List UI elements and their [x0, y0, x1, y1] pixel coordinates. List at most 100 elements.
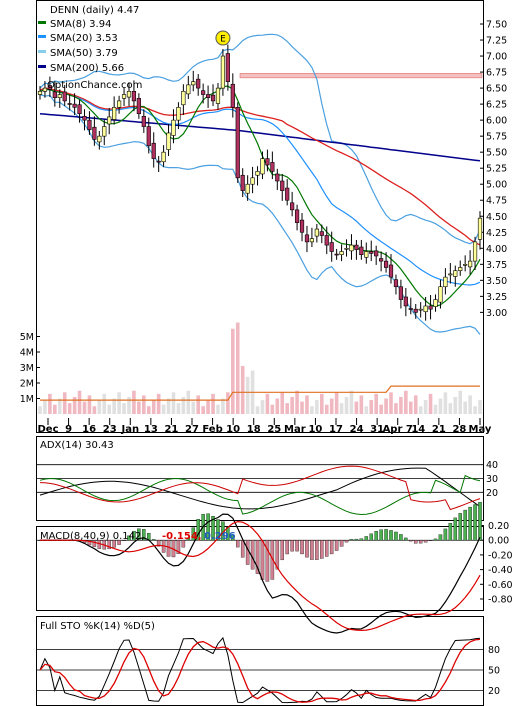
candle-body	[398, 286, 403, 300]
legend-swatch-sma8	[38, 21, 46, 24]
macd-tick-label: -0.80	[488, 594, 513, 605]
candle-body	[304, 234, 310, 243]
candle-body	[210, 94, 216, 102]
price-tick-label: 7.50	[486, 20, 507, 31]
volume-bar	[231, 328, 235, 414]
volume-bar	[151, 400, 156, 414]
volume-tick-label: 4M	[20, 348, 34, 359]
candle-body	[37, 91, 43, 95]
volume-bar	[354, 401, 359, 414]
macd-histogram-bar	[453, 517, 458, 541]
volume-bar	[369, 400, 374, 414]
volume-bar	[87, 395, 92, 414]
volume-tick-label: 1M	[20, 394, 34, 405]
candle-body	[240, 174, 245, 191]
legend-sma50: SMA(50) 3.79	[50, 48, 118, 59]
macd-line	[40, 513, 481, 634]
x-tick-label: 17	[329, 424, 343, 435]
macd-histogram-bar	[399, 534, 403, 541]
volume-bar	[428, 393, 433, 414]
candle-body	[255, 171, 260, 176]
candle-body	[151, 142, 156, 159]
volume-bar	[240, 365, 245, 414]
earnings-marker	[215, 30, 231, 46]
macd-histogram-bar	[354, 538, 359, 541]
macd-signal-line	[40, 520, 481, 632]
volume-bar	[53, 404, 57, 414]
x-tick-label: 23	[103, 424, 117, 435]
candle-body	[181, 91, 186, 106]
volume-bar	[344, 396, 349, 414]
volume-bar	[359, 395, 364, 414]
volume-bar	[334, 392, 339, 414]
candle-body	[215, 87, 221, 104]
candle-body	[383, 260, 389, 268]
volume-bar	[329, 398, 334, 414]
price-tick-label: 5.25	[486, 164, 507, 175]
macd-histogram-bar	[275, 540, 280, 570]
volume-bar	[221, 398, 225, 414]
price-tick-label: 4.75	[486, 196, 507, 207]
volume-bar	[181, 396, 186, 414]
price-tick-label: 5.50	[486, 148, 507, 159]
legend-sma20: SMA(20) 3.53	[50, 33, 118, 44]
price-tick-label: 3.75	[486, 260, 507, 271]
macd-histogram-bar	[443, 528, 448, 541]
candle-body	[472, 241, 478, 262]
price-tick-label: 4.50	[486, 212, 507, 223]
adx-tick-label: 20	[486, 488, 498, 499]
candle-body	[275, 173, 280, 182]
volume-bar	[161, 404, 166, 414]
candle-body	[77, 104, 82, 115]
volume-bar	[211, 393, 215, 414]
price-tick-label: 6.50	[486, 84, 507, 95]
price-tick-label: 7.25	[486, 36, 507, 47]
volume-bar	[408, 401, 413, 414]
volume-bar	[191, 401, 196, 414]
volume-bar	[196, 395, 201, 414]
x-tick-label: Dec	[37, 424, 58, 435]
macd-histogram-bar	[448, 523, 453, 541]
macd-histogram-bar	[473, 504, 477, 541]
stochastic-tick-label: 80	[488, 645, 500, 656]
candle-body	[171, 119, 176, 136]
volume-bar	[374, 393, 378, 414]
volume-bar	[305, 395, 309, 414]
volume-bar	[468, 395, 472, 414]
macd-histogram-bar	[433, 538, 438, 541]
earnings-marker-label: E	[220, 35, 226, 45]
macd-histogram-bar	[112, 540, 116, 548]
volume-bar	[275, 398, 280, 414]
candle-body	[265, 158, 270, 166]
price-tick-label: 3.25	[486, 292, 507, 303]
macd-histogram-bar	[231, 534, 235, 541]
candle-body	[97, 135, 102, 143]
candle-body	[260, 158, 265, 175]
volume-bar	[270, 404, 275, 414]
volume-bar	[107, 404, 112, 414]
x-tick-label: 31	[370, 424, 384, 435]
macd-histogram-bar	[409, 540, 413, 542]
sma8-line	[39, 85, 481, 308]
macd-histogram-bar	[151, 539, 156, 541]
macd-histogram-bar	[404, 537, 408, 541]
price-legend: DENN (daily) 4.47 SMA(8) 3.94 SMA(20) 3.…	[38, 5, 142, 91]
price-tick-label: 7.00	[486, 52, 507, 63]
volume-bar	[127, 396, 131, 414]
price-panel	[36, 0, 484, 433]
volume-bar	[364, 406, 369, 414]
candle-body	[205, 94, 211, 99]
candle-body	[52, 91, 57, 99]
macd-tick-label: -0.40	[488, 565, 513, 576]
macd-histogram-bar	[463, 509, 467, 541]
volume-bar	[404, 390, 408, 414]
volume-bar	[290, 396, 294, 414]
candle-body	[117, 100, 122, 108]
x-tick-label: 10	[226, 424, 240, 435]
candle-body	[314, 228, 319, 237]
price-tick-label: 4.00	[486, 244, 507, 255]
candle-body	[141, 115, 146, 127]
macd-histogram-bar	[344, 540, 349, 543]
candle-body	[408, 308, 413, 310]
candle-body	[418, 308, 423, 311]
